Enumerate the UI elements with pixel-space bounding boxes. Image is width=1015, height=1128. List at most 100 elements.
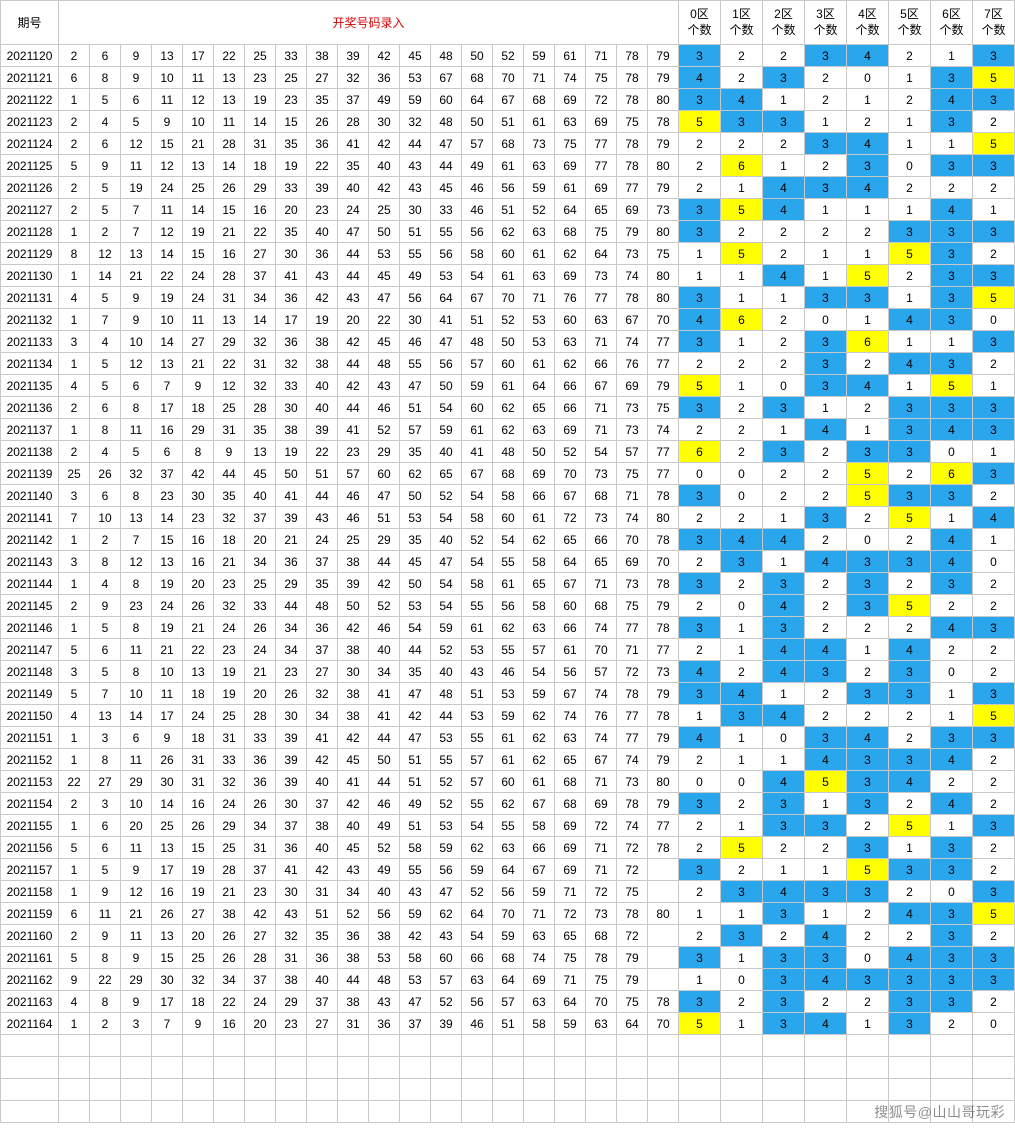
number-cell: 55	[400, 353, 431, 375]
blank-cell	[1, 1057, 59, 1079]
zone-count-cell: 4	[889, 353, 931, 375]
number-cell: 11	[152, 89, 183, 111]
number-cell: 28	[245, 397, 276, 419]
period-cell: 2021123	[1, 111, 59, 133]
number-cell: 38	[338, 639, 369, 661]
zone-count-cell: 4	[805, 969, 847, 991]
table-row: 2021138245689131922232935404148505254577…	[1, 441, 1015, 463]
number-cell: 66	[555, 375, 586, 397]
blank-cell	[338, 1101, 369, 1123]
period-cell: 2021155	[1, 815, 59, 837]
number-cell: 68	[462, 67, 493, 89]
zone-count-cell: 3	[763, 903, 805, 925]
number-cell: 54	[462, 925, 493, 947]
zone-count-cell: 5	[889, 815, 931, 837]
blank-cell	[648, 1035, 679, 1057]
number-cell: 67	[462, 463, 493, 485]
zone-count-cell: 1	[889, 133, 931, 155]
number-cell: 33	[245, 595, 276, 617]
number-cell: 37	[276, 815, 307, 837]
number-cell: 71	[617, 485, 648, 507]
number-cell: 64	[493, 859, 524, 881]
number-cell: 11	[183, 309, 214, 331]
number-cell: 26	[152, 749, 183, 771]
number-cell: 18	[245, 155, 276, 177]
number-cell: 16	[152, 419, 183, 441]
number-cell: 74	[555, 67, 586, 89]
zone-count-cell: 1	[931, 45, 973, 67]
zone-count-cell: 3	[679, 859, 721, 881]
number-cell: 41	[462, 441, 493, 463]
zone-count-cell: 3	[889, 859, 931, 881]
number-cell: 35	[276, 221, 307, 243]
number-cell: 7	[152, 1013, 183, 1035]
number-cell: 41	[369, 705, 400, 727]
blank-cell	[90, 1035, 121, 1057]
blank-cell	[679, 1101, 721, 1123]
number-cell: 46	[338, 507, 369, 529]
number-cell: 12	[121, 551, 152, 573]
table-body: 2021120269131722253338394245485052596171…	[1, 45, 1015, 1123]
zone-count-cell: 2	[805, 529, 847, 551]
number-cell: 25	[338, 529, 369, 551]
number-cell: 61	[555, 177, 586, 199]
number-cell: 60	[462, 397, 493, 419]
number-cell: 12	[152, 155, 183, 177]
number-cell: 54	[400, 617, 431, 639]
number-cell: 75	[617, 595, 648, 617]
zone-count-cell: 5	[889, 243, 931, 265]
number-cell: 68	[555, 771, 586, 793]
blank-cell	[400, 1079, 431, 1101]
number-cell: 54	[586, 441, 617, 463]
number-cell: 14	[152, 331, 183, 353]
number-cell: 35	[307, 573, 338, 595]
number-cell: 19	[183, 859, 214, 881]
zone-count-cell: 1	[931, 705, 973, 727]
number-cell: 9	[121, 45, 152, 67]
number-cell: 40	[307, 837, 338, 859]
zone-count-cell: 6	[721, 155, 763, 177]
number-cell: 6	[121, 727, 152, 749]
zone-count-cell: 2	[847, 705, 889, 727]
zone-count-cell: 2	[805, 991, 847, 1013]
zone-count-cell: 1	[763, 551, 805, 573]
number-cell: 43	[307, 507, 338, 529]
zone-count-cell: 2	[973, 639, 1015, 661]
number-cell: 2	[90, 1013, 121, 1035]
zone-count-cell: 4	[805, 419, 847, 441]
table-row: 2021147561121222324343738404452535557617…	[1, 639, 1015, 661]
number-cell: 20	[338, 309, 369, 331]
number-cell: 57	[462, 749, 493, 771]
number-cell: 23	[276, 661, 307, 683]
table-row: 2021149571011181920263238414748515359677…	[1, 683, 1015, 705]
number-cell: 69	[586, 177, 617, 199]
number-cell: 62	[493, 221, 524, 243]
number-cell: 52	[493, 309, 524, 331]
number-cell: 2	[90, 529, 121, 551]
number-cell: 57	[493, 991, 524, 1013]
number-cell: 2	[90, 221, 121, 243]
zone-count-cell: 3	[931, 969, 973, 991]
number-cell: 62	[524, 727, 555, 749]
period-cell: 2021152	[1, 749, 59, 771]
number-cell: 24	[245, 991, 276, 1013]
period-cell: 2021164	[1, 1013, 59, 1035]
number-cell: 51	[400, 749, 431, 771]
zone-count-cell: 3	[847, 441, 889, 463]
number-cell: 56	[431, 353, 462, 375]
zone-count-cell: 0	[847, 947, 889, 969]
zone-count-cell: 3	[847, 595, 889, 617]
zone-count-cell: 4	[805, 749, 847, 771]
zone-count-cell: 2	[721, 67, 763, 89]
number-cell: 56	[462, 221, 493, 243]
number-cell: 44	[338, 397, 369, 419]
zone-count-cell: 2	[721, 573, 763, 595]
number-cell: 9	[121, 287, 152, 309]
number-cell: 40	[369, 881, 400, 903]
number-cell: 1	[59, 617, 90, 639]
number-cell: 38	[214, 903, 245, 925]
number-cell: 45	[400, 45, 431, 67]
number-cell: 76	[586, 705, 617, 727]
number-cell: 55	[493, 815, 524, 837]
number-cell: 63	[524, 925, 555, 947]
